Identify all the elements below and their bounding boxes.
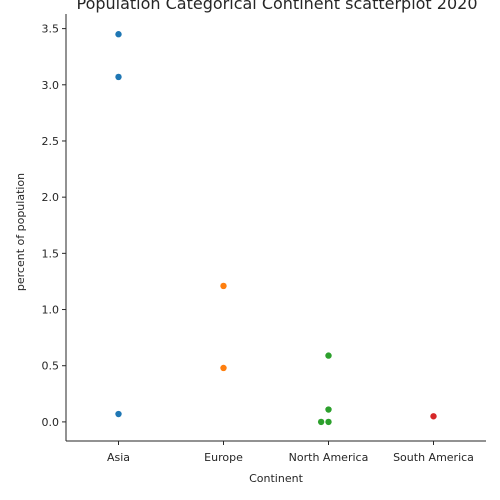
data-point xyxy=(325,352,332,359)
data-point xyxy=(115,410,122,418)
chart-title: Population Categorical Continent scatter… xyxy=(76,0,477,13)
y-tick-label: 2.0 xyxy=(42,191,60,204)
data-point xyxy=(317,418,325,426)
y-tick-label: 2.5 xyxy=(42,135,60,148)
data-point xyxy=(115,73,122,81)
y-tick-label: 0.0 xyxy=(42,416,60,429)
x-axis-ticks: Asia Europe North America South America xyxy=(107,441,474,464)
data-point xyxy=(220,282,227,290)
series-europe xyxy=(220,282,227,372)
data-point xyxy=(430,413,437,420)
series-south-america xyxy=(430,413,437,420)
y-tick-label: 1.5 xyxy=(42,247,60,260)
y-tick-label: 3.5 xyxy=(42,23,60,36)
y-tick-label: 0.5 xyxy=(42,360,60,373)
x-tick-label: North America xyxy=(289,451,369,464)
x-tick-label: South America xyxy=(393,451,474,464)
y-axis-ticks: 0.0 0.5 1.0 1.5 2.0 2.5 3.0 3.5 xyxy=(42,23,66,429)
plot-area xyxy=(115,31,437,426)
y-tick-label: 3.0 xyxy=(42,79,60,92)
x-tick-label: Asia xyxy=(107,451,130,464)
data-point xyxy=(325,418,332,426)
series-north-america xyxy=(317,352,332,426)
y-axis-title: percent of population xyxy=(14,173,27,291)
data-point xyxy=(115,31,122,38)
data-point xyxy=(220,364,227,372)
y-tick-label: 1.0 xyxy=(42,304,60,317)
series-asia xyxy=(115,31,122,418)
data-point xyxy=(325,406,332,413)
x-axis-title: Continent xyxy=(249,472,303,485)
x-tick-label: Europe xyxy=(204,451,243,464)
